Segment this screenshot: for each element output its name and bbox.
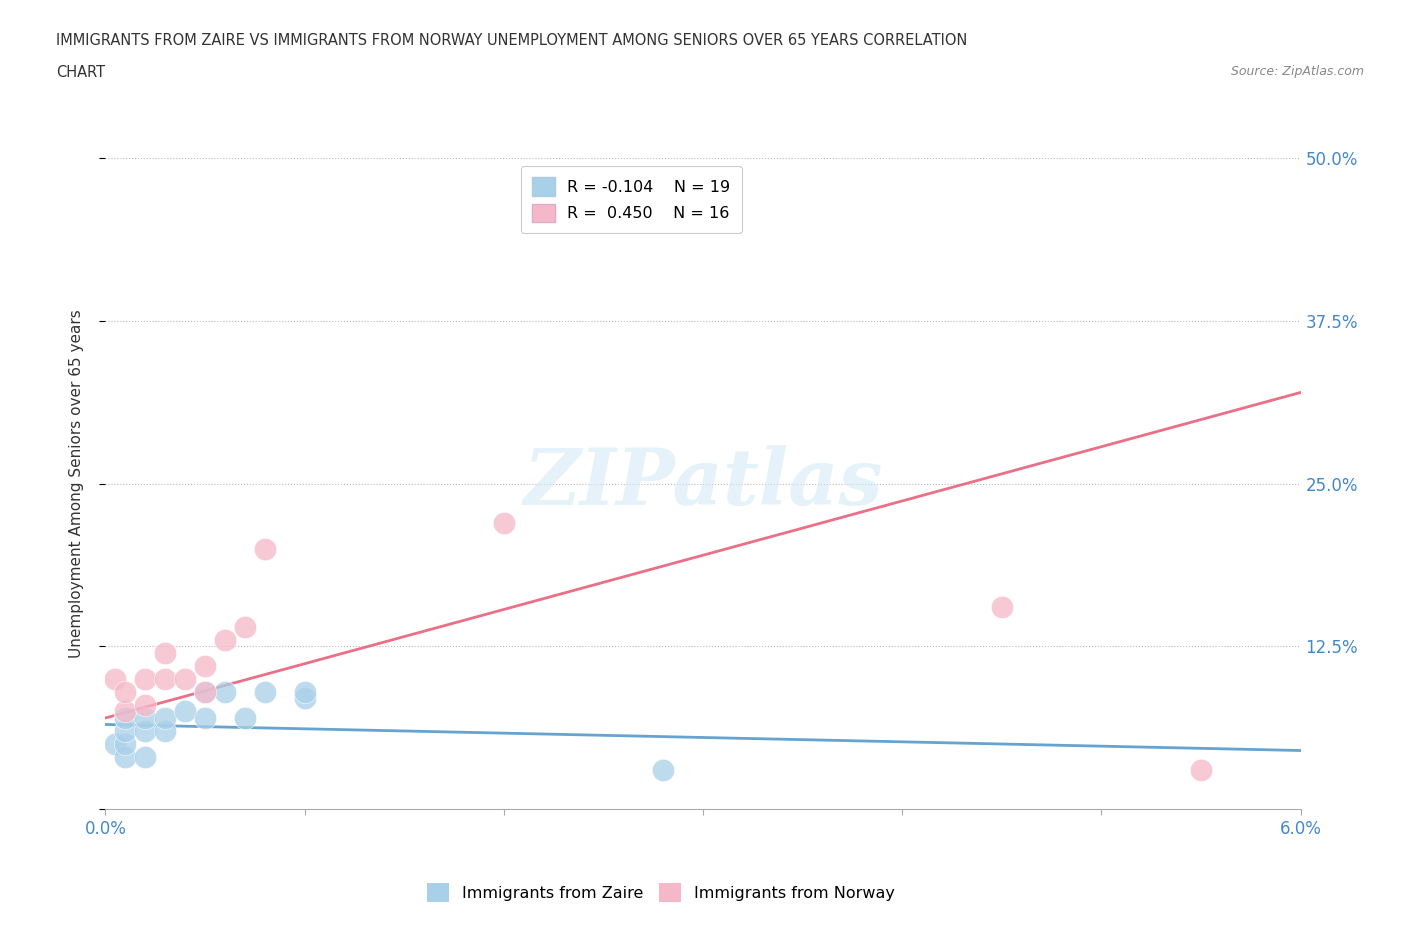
Point bbox=[104, 671, 127, 686]
Point bbox=[194, 684, 217, 699]
Legend: R = -0.104    N = 19, R =  0.450    N = 16: R = -0.104 N = 19, R = 0.450 N = 16 bbox=[522, 166, 741, 233]
Point bbox=[155, 711, 177, 725]
Point bbox=[134, 711, 156, 725]
Point bbox=[155, 671, 177, 686]
Point bbox=[134, 750, 156, 764]
Y-axis label: Unemployment Among Seniors over 65 years: Unemployment Among Seniors over 65 years bbox=[69, 309, 84, 658]
Text: ZIPatlas: ZIPatlas bbox=[523, 445, 883, 522]
Point bbox=[155, 645, 177, 660]
Point bbox=[214, 632, 236, 647]
Point bbox=[294, 691, 316, 706]
Point bbox=[194, 658, 217, 673]
Point bbox=[1189, 763, 1212, 777]
Point bbox=[114, 711, 136, 725]
Legend: Immigrants from Zaire, Immigrants from Norway: Immigrants from Zaire, Immigrants from N… bbox=[420, 877, 901, 908]
Point bbox=[114, 737, 136, 751]
Point bbox=[194, 711, 217, 725]
Text: Source: ZipAtlas.com: Source: ZipAtlas.com bbox=[1230, 65, 1364, 78]
Point bbox=[134, 724, 156, 738]
Point bbox=[134, 671, 156, 686]
Text: IMMIGRANTS FROM ZAIRE VS IMMIGRANTS FROM NORWAY UNEMPLOYMENT AMONG SENIORS OVER : IMMIGRANTS FROM ZAIRE VS IMMIGRANTS FROM… bbox=[56, 33, 967, 47]
Point bbox=[114, 684, 136, 699]
Point bbox=[294, 684, 316, 699]
Point bbox=[114, 704, 136, 719]
Point bbox=[155, 724, 177, 738]
Point bbox=[214, 684, 236, 699]
Point bbox=[233, 619, 256, 634]
Point bbox=[253, 684, 276, 699]
Point bbox=[233, 711, 256, 725]
Point bbox=[194, 684, 217, 699]
Point bbox=[174, 704, 197, 719]
Point bbox=[990, 600, 1012, 615]
Point bbox=[652, 763, 675, 777]
Point bbox=[253, 541, 276, 556]
Point bbox=[174, 671, 197, 686]
Point bbox=[492, 515, 515, 530]
Point bbox=[134, 698, 156, 712]
Text: CHART: CHART bbox=[56, 65, 105, 80]
Point bbox=[114, 724, 136, 738]
Point bbox=[114, 750, 136, 764]
Point bbox=[104, 737, 127, 751]
